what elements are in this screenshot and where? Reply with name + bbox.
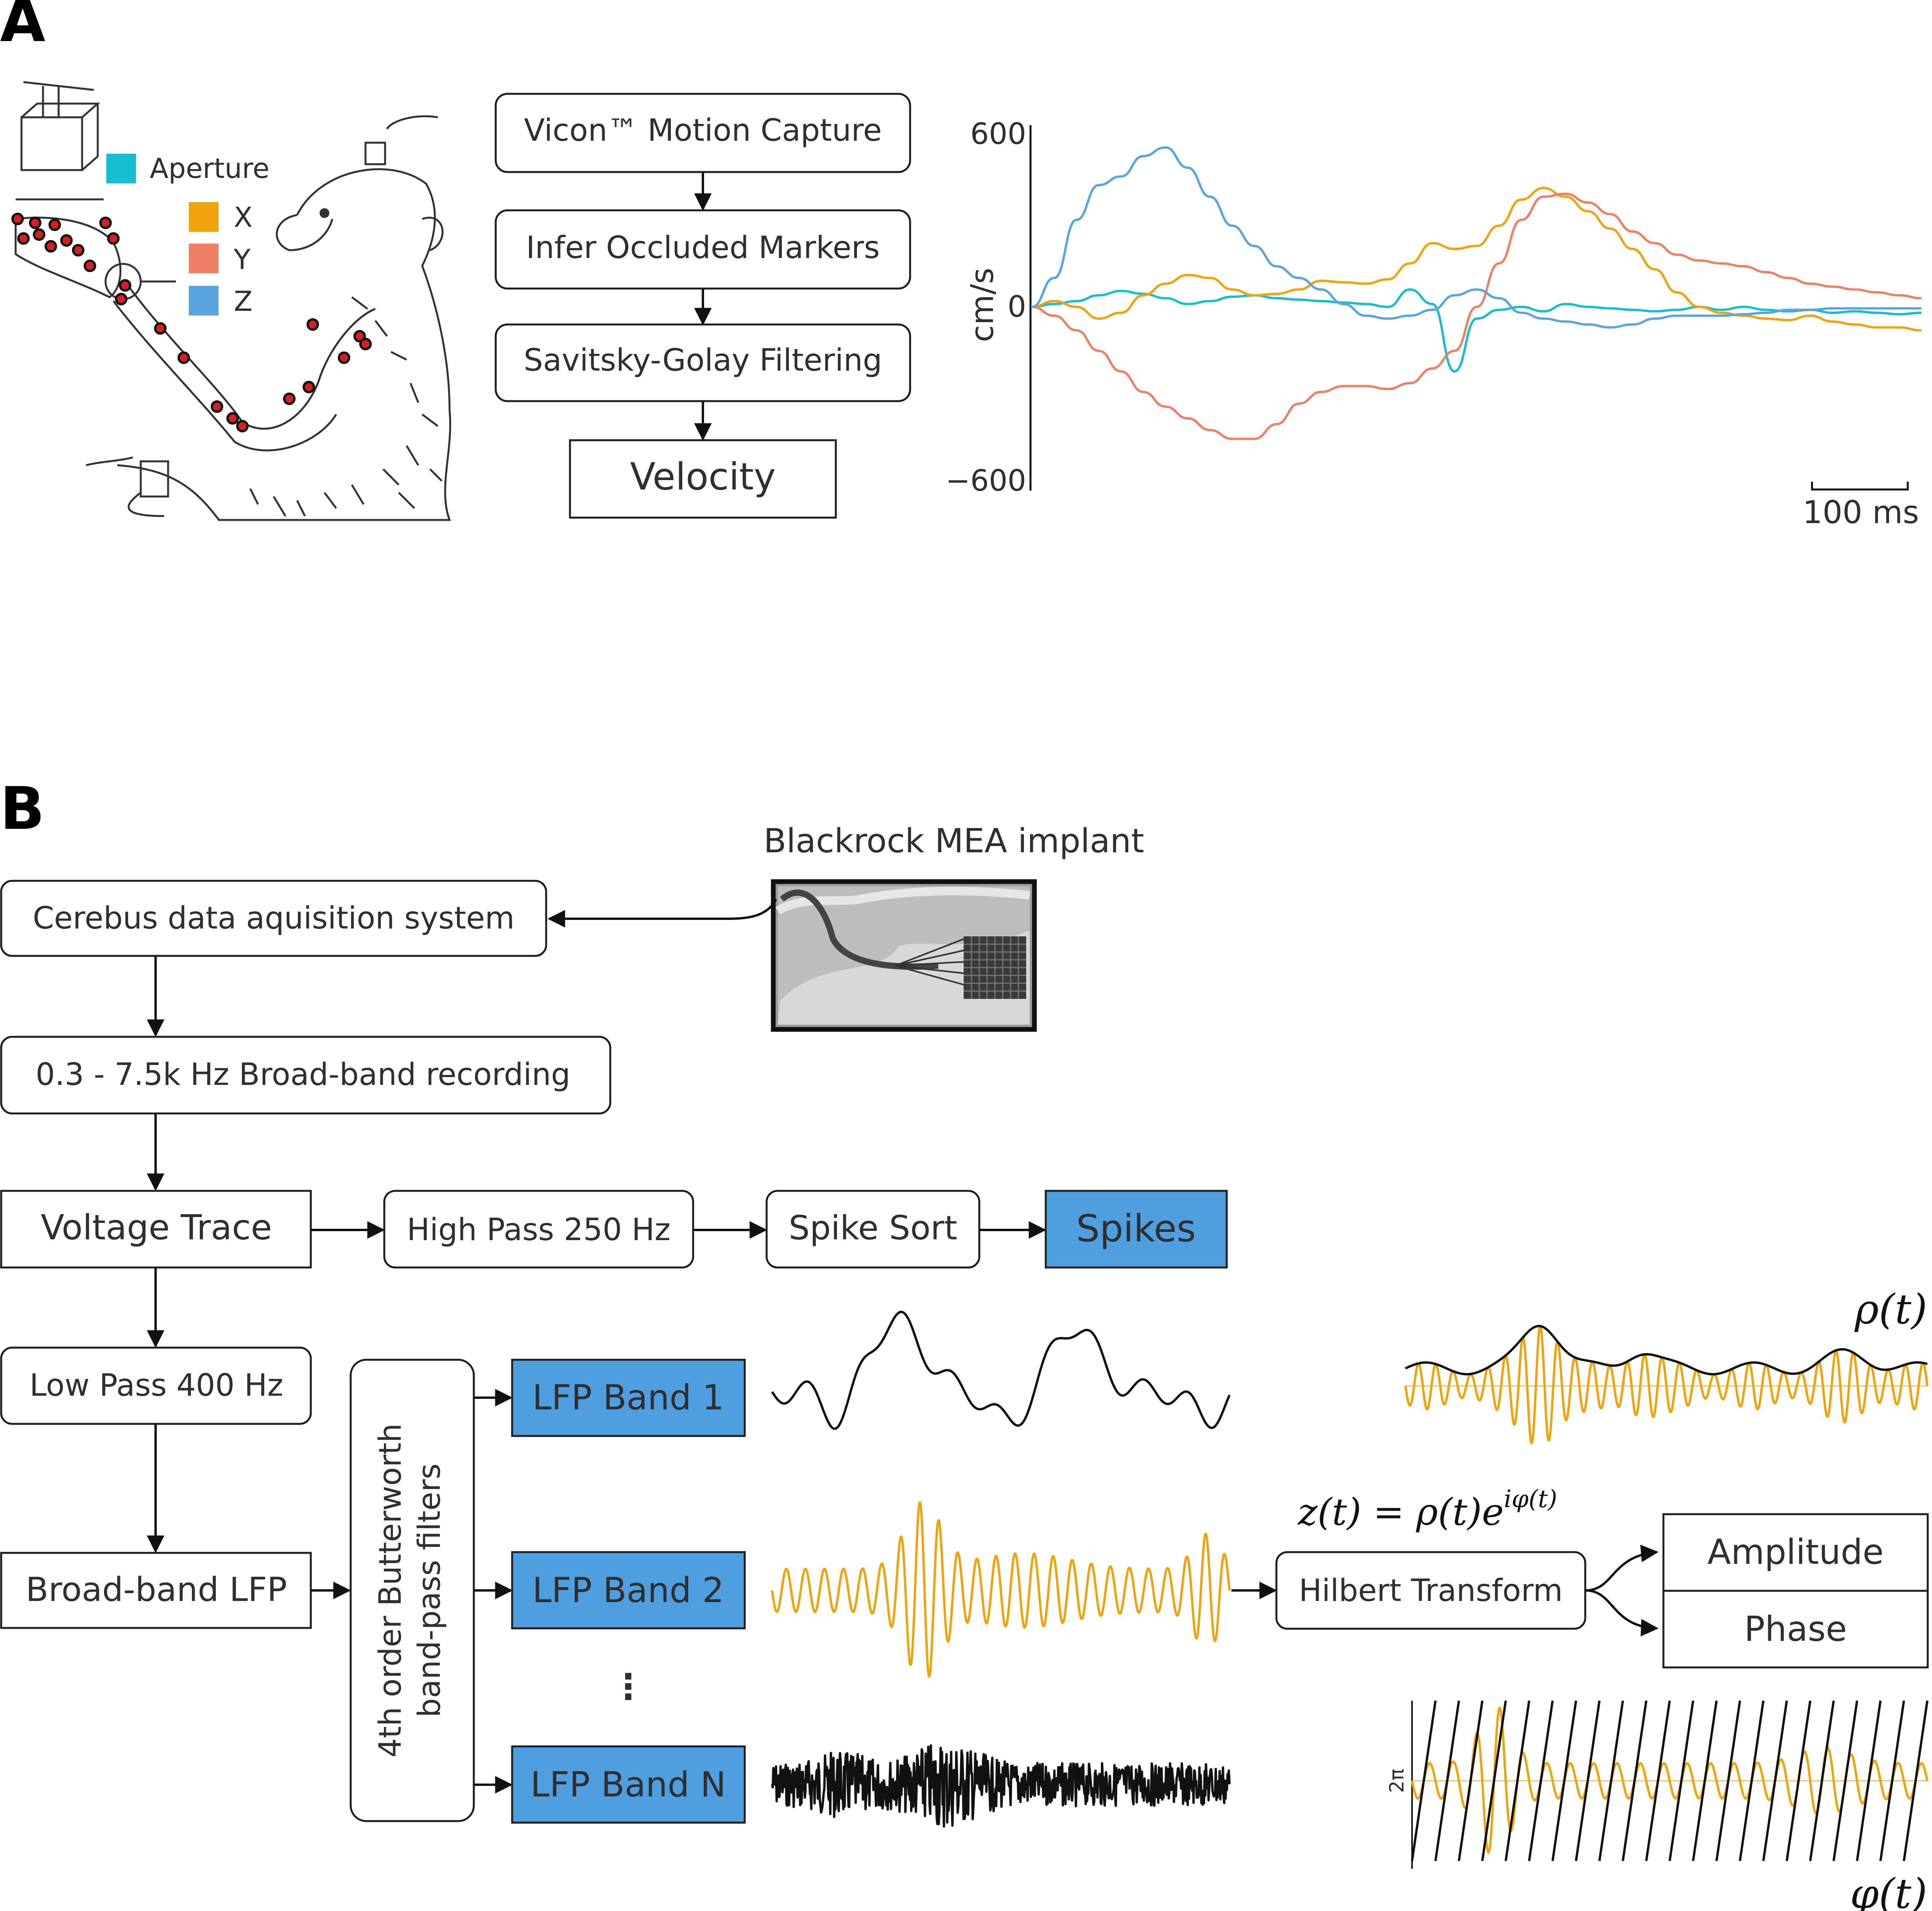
cerebus-label: Cerebus data aquisition system [33, 901, 515, 936]
y-tick-600: 600 [970, 117, 1026, 151]
legend-x: X [234, 201, 253, 233]
velocity-label: Velocity [630, 455, 776, 498]
cerebus-box [0, 880, 547, 957]
y-tick-0: 0 [1007, 289, 1026, 324]
phase-box [1662, 1590, 1929, 1669]
vicon-label: Vicon™ Motion Capture [524, 113, 882, 148]
scale-bar [1811, 482, 1909, 491]
amplitude-envelope [1405, 1325, 1928, 1375]
savitsky-label: Savitsky-Golay Filtering [524, 343, 882, 378]
amplitude-box [1662, 1513, 1929, 1592]
broadband-recording-label: 0.3 - 7.5k Hz Broad-band recording [36, 1057, 570, 1092]
panel-a-label: A [0, 0, 45, 55]
motion-pipeline: Vicon™ Motion Capture Infer Occluded Mar… [495, 93, 911, 519]
butterworth-line1: 4th order Butterworth [373, 1423, 408, 1758]
butterworth-line2: band-pass filters [412, 1463, 447, 1717]
broadband-lfp-box [0, 1552, 312, 1629]
voltage-trace-box [0, 1190, 312, 1269]
y-axis-label: cm/s [964, 268, 1000, 342]
lfp-band-2-box [511, 1551, 746, 1630]
spikes-box [1045, 1190, 1228, 1269]
hilbert-label: Hilbert Transform [1299, 1573, 1563, 1608]
phase-sawtooth [1411, 1700, 1928, 1861]
lfp-band-1-box [511, 1359, 746, 1437]
marker-dots [11, 213, 372, 432]
high-pass-label: High Pass 250 Hz [407, 1212, 671, 1248]
arrow-hilbert-amplitude [1585, 1545, 1659, 1592]
monkey-reaching-illustration [14, 81, 452, 521]
phase-label: Phase [1744, 1609, 1847, 1649]
velocity-chart: 600 0 −600 cm/s 100 ms [946, 117, 1922, 531]
two-pi-label: 2π [1385, 1769, 1408, 1793]
rho-label: ρ(t) [1854, 1285, 1927, 1333]
legend-swatch-y [189, 244, 219, 273]
voltage-trace-label: Voltage Trace [41, 1207, 272, 1248]
lfp-band-2-label: LFP Band 2 [532, 1570, 724, 1610]
arrow-hilbert-phase [1585, 1589, 1659, 1637]
low-pass-label: Low Pass 400 Hz [29, 1368, 283, 1403]
phi-label: φ(t) [1850, 1870, 1927, 1911]
lfp-band-1-label: LFP Band 1 [532, 1377, 724, 1418]
legend: Aperture X Y Z [106, 152, 269, 317]
phase-carrier [1411, 1707, 1928, 1854]
legend-y: Y [233, 244, 251, 276]
legend-z: Z [234, 285, 253, 317]
broadband-lfp-label: Broad-band LFP [26, 1570, 287, 1609]
spikes-label: Spikes [1076, 1207, 1196, 1250]
hilbert-equation: z(t) = ρ(t)eiφ(t) [1298, 1484, 1557, 1534]
arrow-implant-cerebus [547, 898, 777, 928]
amplitude-label: Amplitude [1708, 1532, 1884, 1572]
panel-b-label: B [0, 775, 45, 843]
legend-aperture: Aperture [150, 152, 269, 185]
lfp-band-n-box [511, 1745, 746, 1824]
implant-title: Blackrock MEA implant [763, 822, 1144, 860]
legend-swatch-x [189, 202, 219, 232]
band-ellipsis: ⋮ [611, 1666, 646, 1707]
infer-label: Infer Occluded Markers [526, 230, 880, 265]
band-2-waveform [771, 1501, 1231, 1678]
series-line-y [1032, 192, 1922, 440]
series-line-aperture [1032, 288, 1922, 373]
scale-bar-label: 100 ms [1803, 494, 1919, 531]
spike-sort-label: Spike Sort [789, 1209, 957, 1248]
y-tick-neg600: −600 [946, 463, 1026, 498]
lfp-band-n-label: LFP Band N [530, 1764, 726, 1805]
velocity-box [569, 439, 837, 519]
band-n-waveform [771, 1744, 1231, 1828]
series-line-x [1032, 186, 1922, 332]
mea-implant-photo [771, 879, 1037, 1032]
band-1-waveform [771, 1310, 1231, 1430]
amplitude-carrier [1404, 1325, 1928, 1444]
series-line-z [1032, 146, 1921, 329]
legend-swatch-z [189, 286, 219, 316]
legend-swatch-aperture [106, 154, 136, 183]
broadband-recording-box [0, 1036, 611, 1115]
